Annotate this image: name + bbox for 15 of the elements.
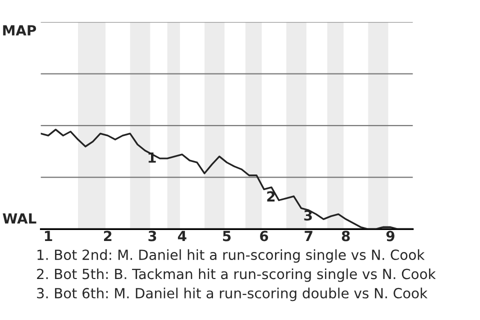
x-tick-label: 9 xyxy=(386,230,394,242)
x-tick-label: 8 xyxy=(342,230,350,242)
text: WAL xyxy=(2,213,36,224)
text: MAP xyxy=(3,25,36,36)
x-tick-label: 5 xyxy=(223,230,231,242)
x-tick-label: 6 xyxy=(260,230,268,242)
x-tick-label: 3 xyxy=(148,230,156,242)
x-tick-label: 2 xyxy=(104,230,112,242)
x-tick-label: 7 xyxy=(304,230,312,242)
annotation: 2 xyxy=(267,191,275,202)
text: 1. Bot 2nd: M. Daniel hit a run-scoring single vs N. Cook xyxy=(38,249,425,263)
text: 2. Bot 5th: B. Tackman hit a run-scoring single vs N. Cook xyxy=(37,268,436,282)
x-tick-label: 4 xyxy=(178,230,186,242)
x-tick-label: 1 xyxy=(44,230,52,242)
text: 3. Bot 6th: M. Daniel hit a run-scoring double vs N. Cook xyxy=(37,288,428,302)
